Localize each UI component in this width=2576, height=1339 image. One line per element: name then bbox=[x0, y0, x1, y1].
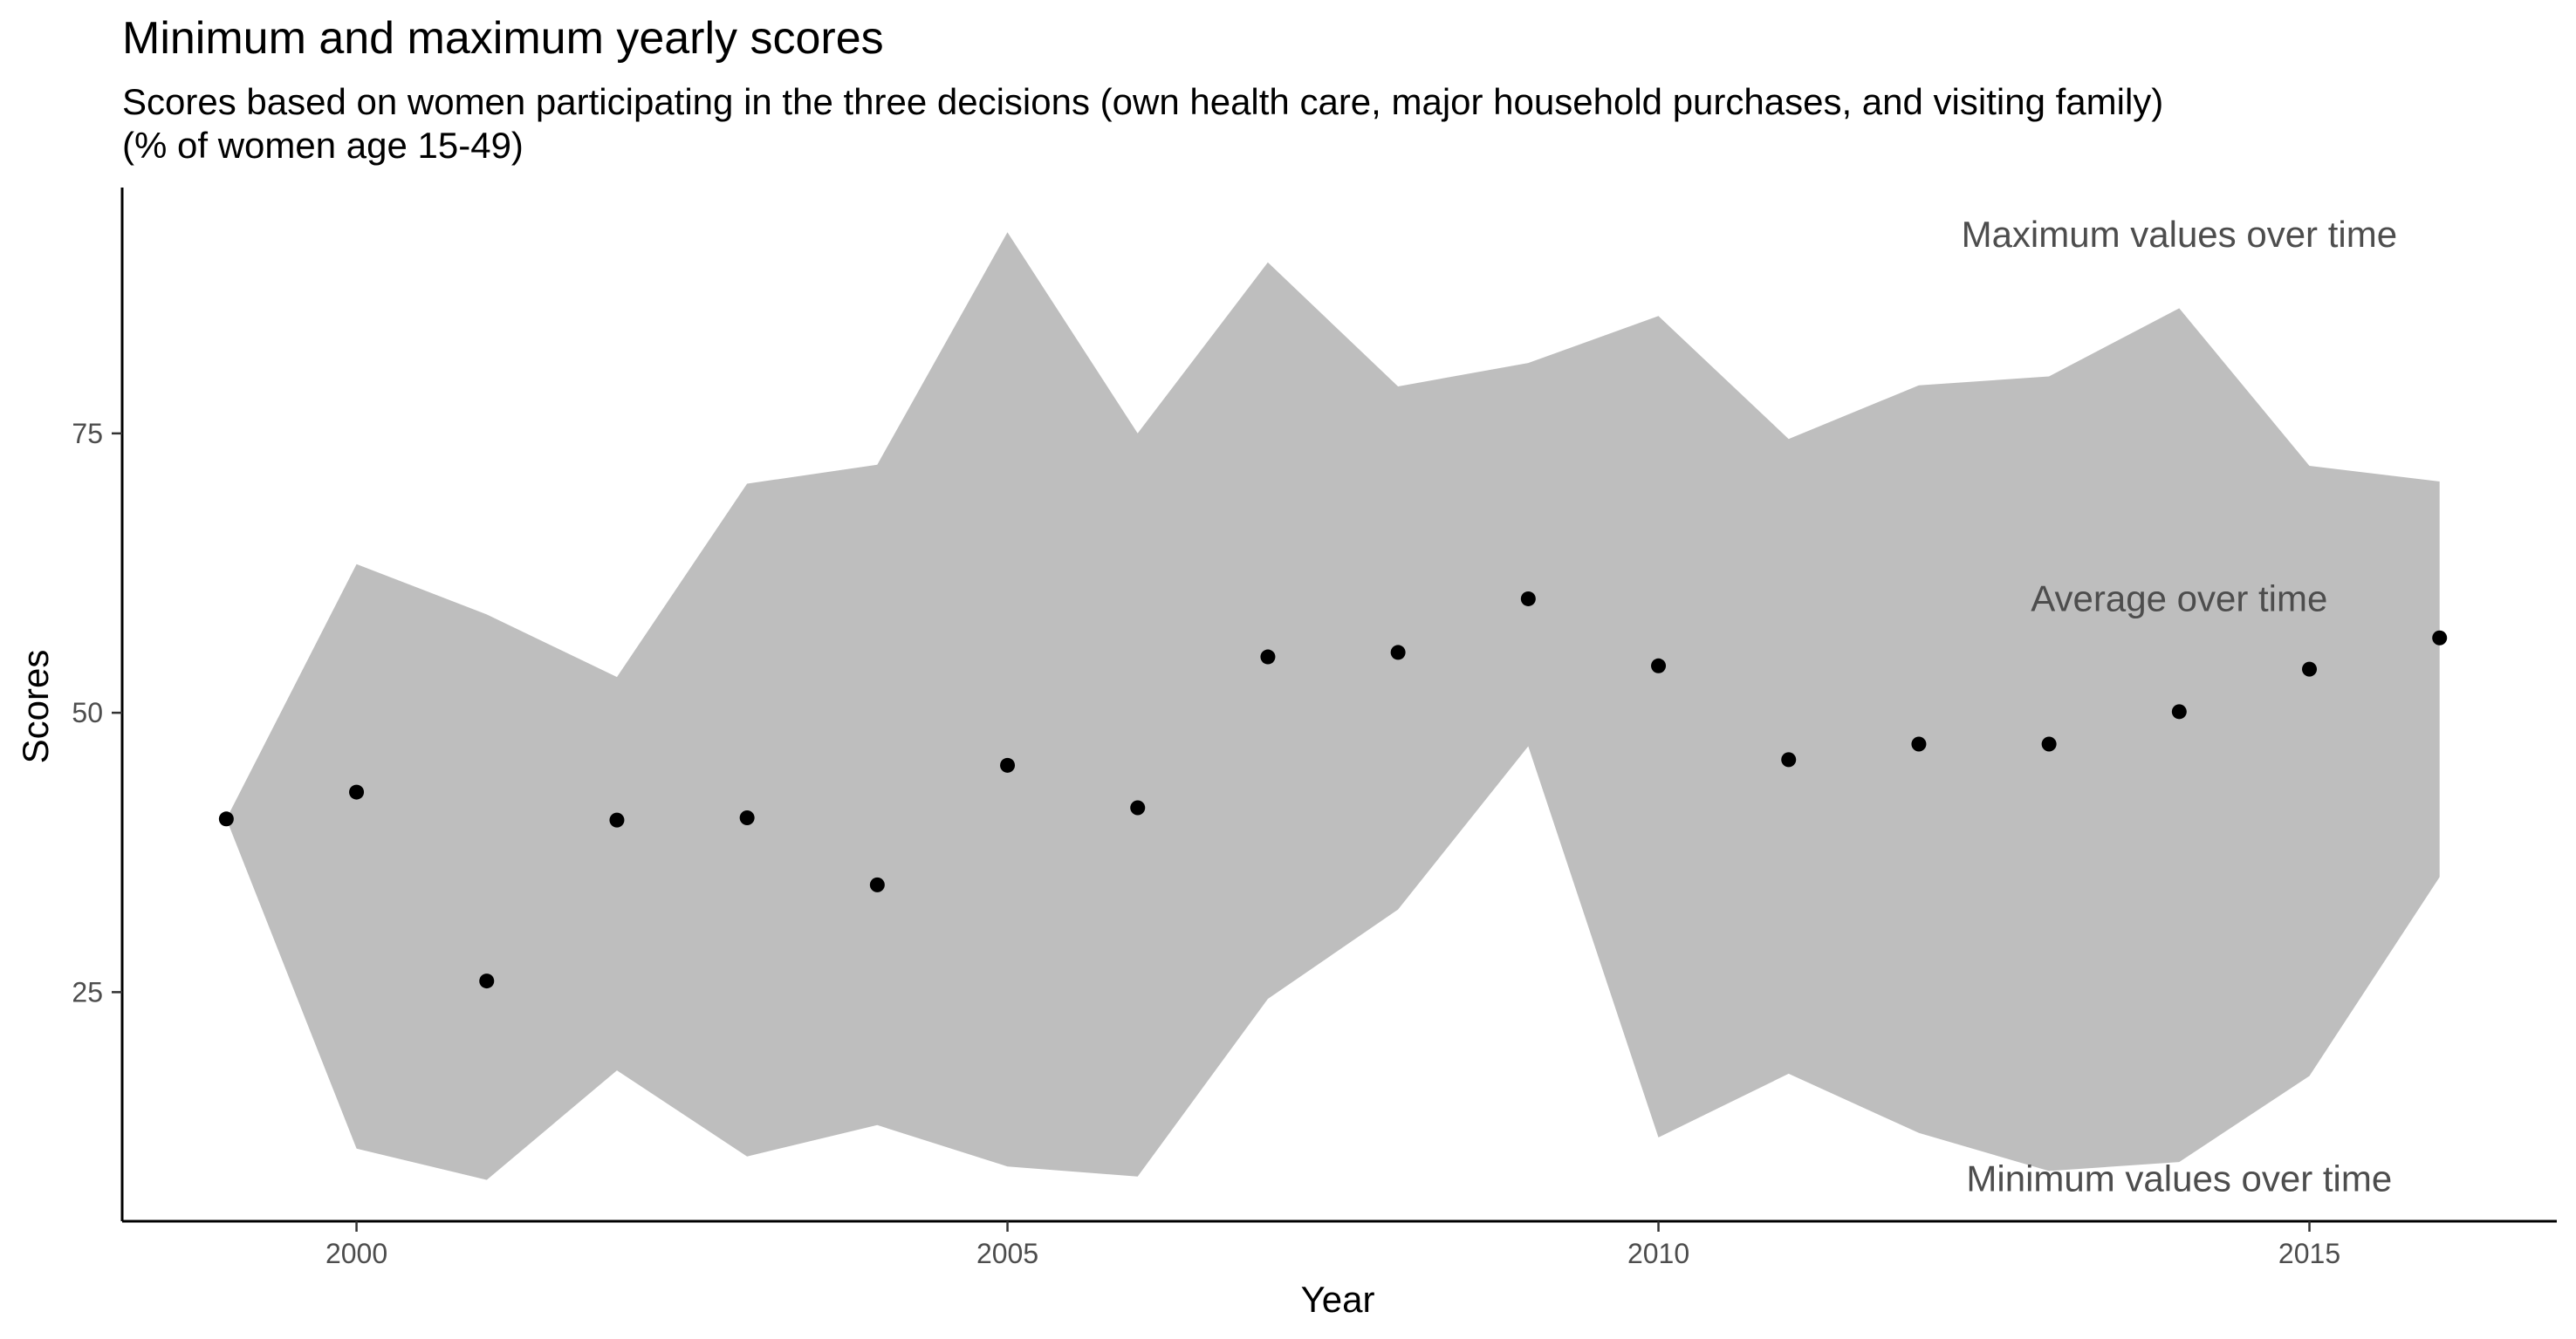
x-axis-title: Year bbox=[1301, 1279, 1375, 1320]
x-tick-label: 2005 bbox=[976, 1238, 1038, 1269]
chart-subtitle: Scores based on women participating in t… bbox=[122, 80, 2163, 167]
ribbon-layer bbox=[226, 232, 2440, 1180]
average-point bbox=[2432, 630, 2448, 646]
axes-layer: 2000 2005 2010 2015 25 50 75 bbox=[72, 188, 2557, 1269]
average-point bbox=[1130, 800, 1146, 816]
average-point bbox=[1390, 645, 1406, 660]
chart-title: Minimum and maximum yearly scores bbox=[122, 13, 884, 64]
annotation-label: Minimum values over time bbox=[1966, 1158, 2392, 1199]
average-point bbox=[609, 812, 625, 828]
x-tick-label: 2015 bbox=[2278, 1238, 2340, 1269]
chart-subtitle-line-2: (% of women age 15-49) bbox=[122, 125, 524, 166]
average-point bbox=[1520, 591, 1536, 606]
annotation-label: Maximum values over time bbox=[1962, 214, 2397, 255]
average-point bbox=[1911, 736, 1927, 752]
x-tick-label: 2010 bbox=[1627, 1238, 1689, 1269]
average-point bbox=[1781, 752, 1797, 768]
average-point bbox=[2302, 661, 2318, 677]
x-tick-label: 2000 bbox=[325, 1238, 387, 1269]
y-tick-label: 75 bbox=[72, 418, 103, 449]
points-layer bbox=[218, 591, 2448, 989]
y-axis-title: Scores bbox=[15, 650, 56, 764]
y-tick-label: 50 bbox=[72, 697, 103, 728]
average-point bbox=[869, 877, 885, 892]
y-tick-label: 25 bbox=[72, 976, 103, 1008]
average-point bbox=[479, 974, 495, 989]
annotation-layer: Maximum values over time Average over tim… bbox=[1962, 214, 2397, 1199]
average-point bbox=[1651, 658, 1667, 673]
annotation-label: Average over time bbox=[2031, 578, 2327, 619]
average-point bbox=[349, 784, 365, 800]
average-point bbox=[1000, 757, 1016, 773]
average-point bbox=[739, 810, 755, 826]
min-max-ribbon bbox=[226, 232, 2440, 1180]
average-point bbox=[218, 811, 234, 827]
average-point bbox=[1260, 649, 1276, 665]
chart-subtitle-line-1: Scores based on women participating in t… bbox=[122, 81, 2164, 122]
average-point bbox=[2171, 704, 2187, 720]
average-point bbox=[2041, 736, 2057, 752]
